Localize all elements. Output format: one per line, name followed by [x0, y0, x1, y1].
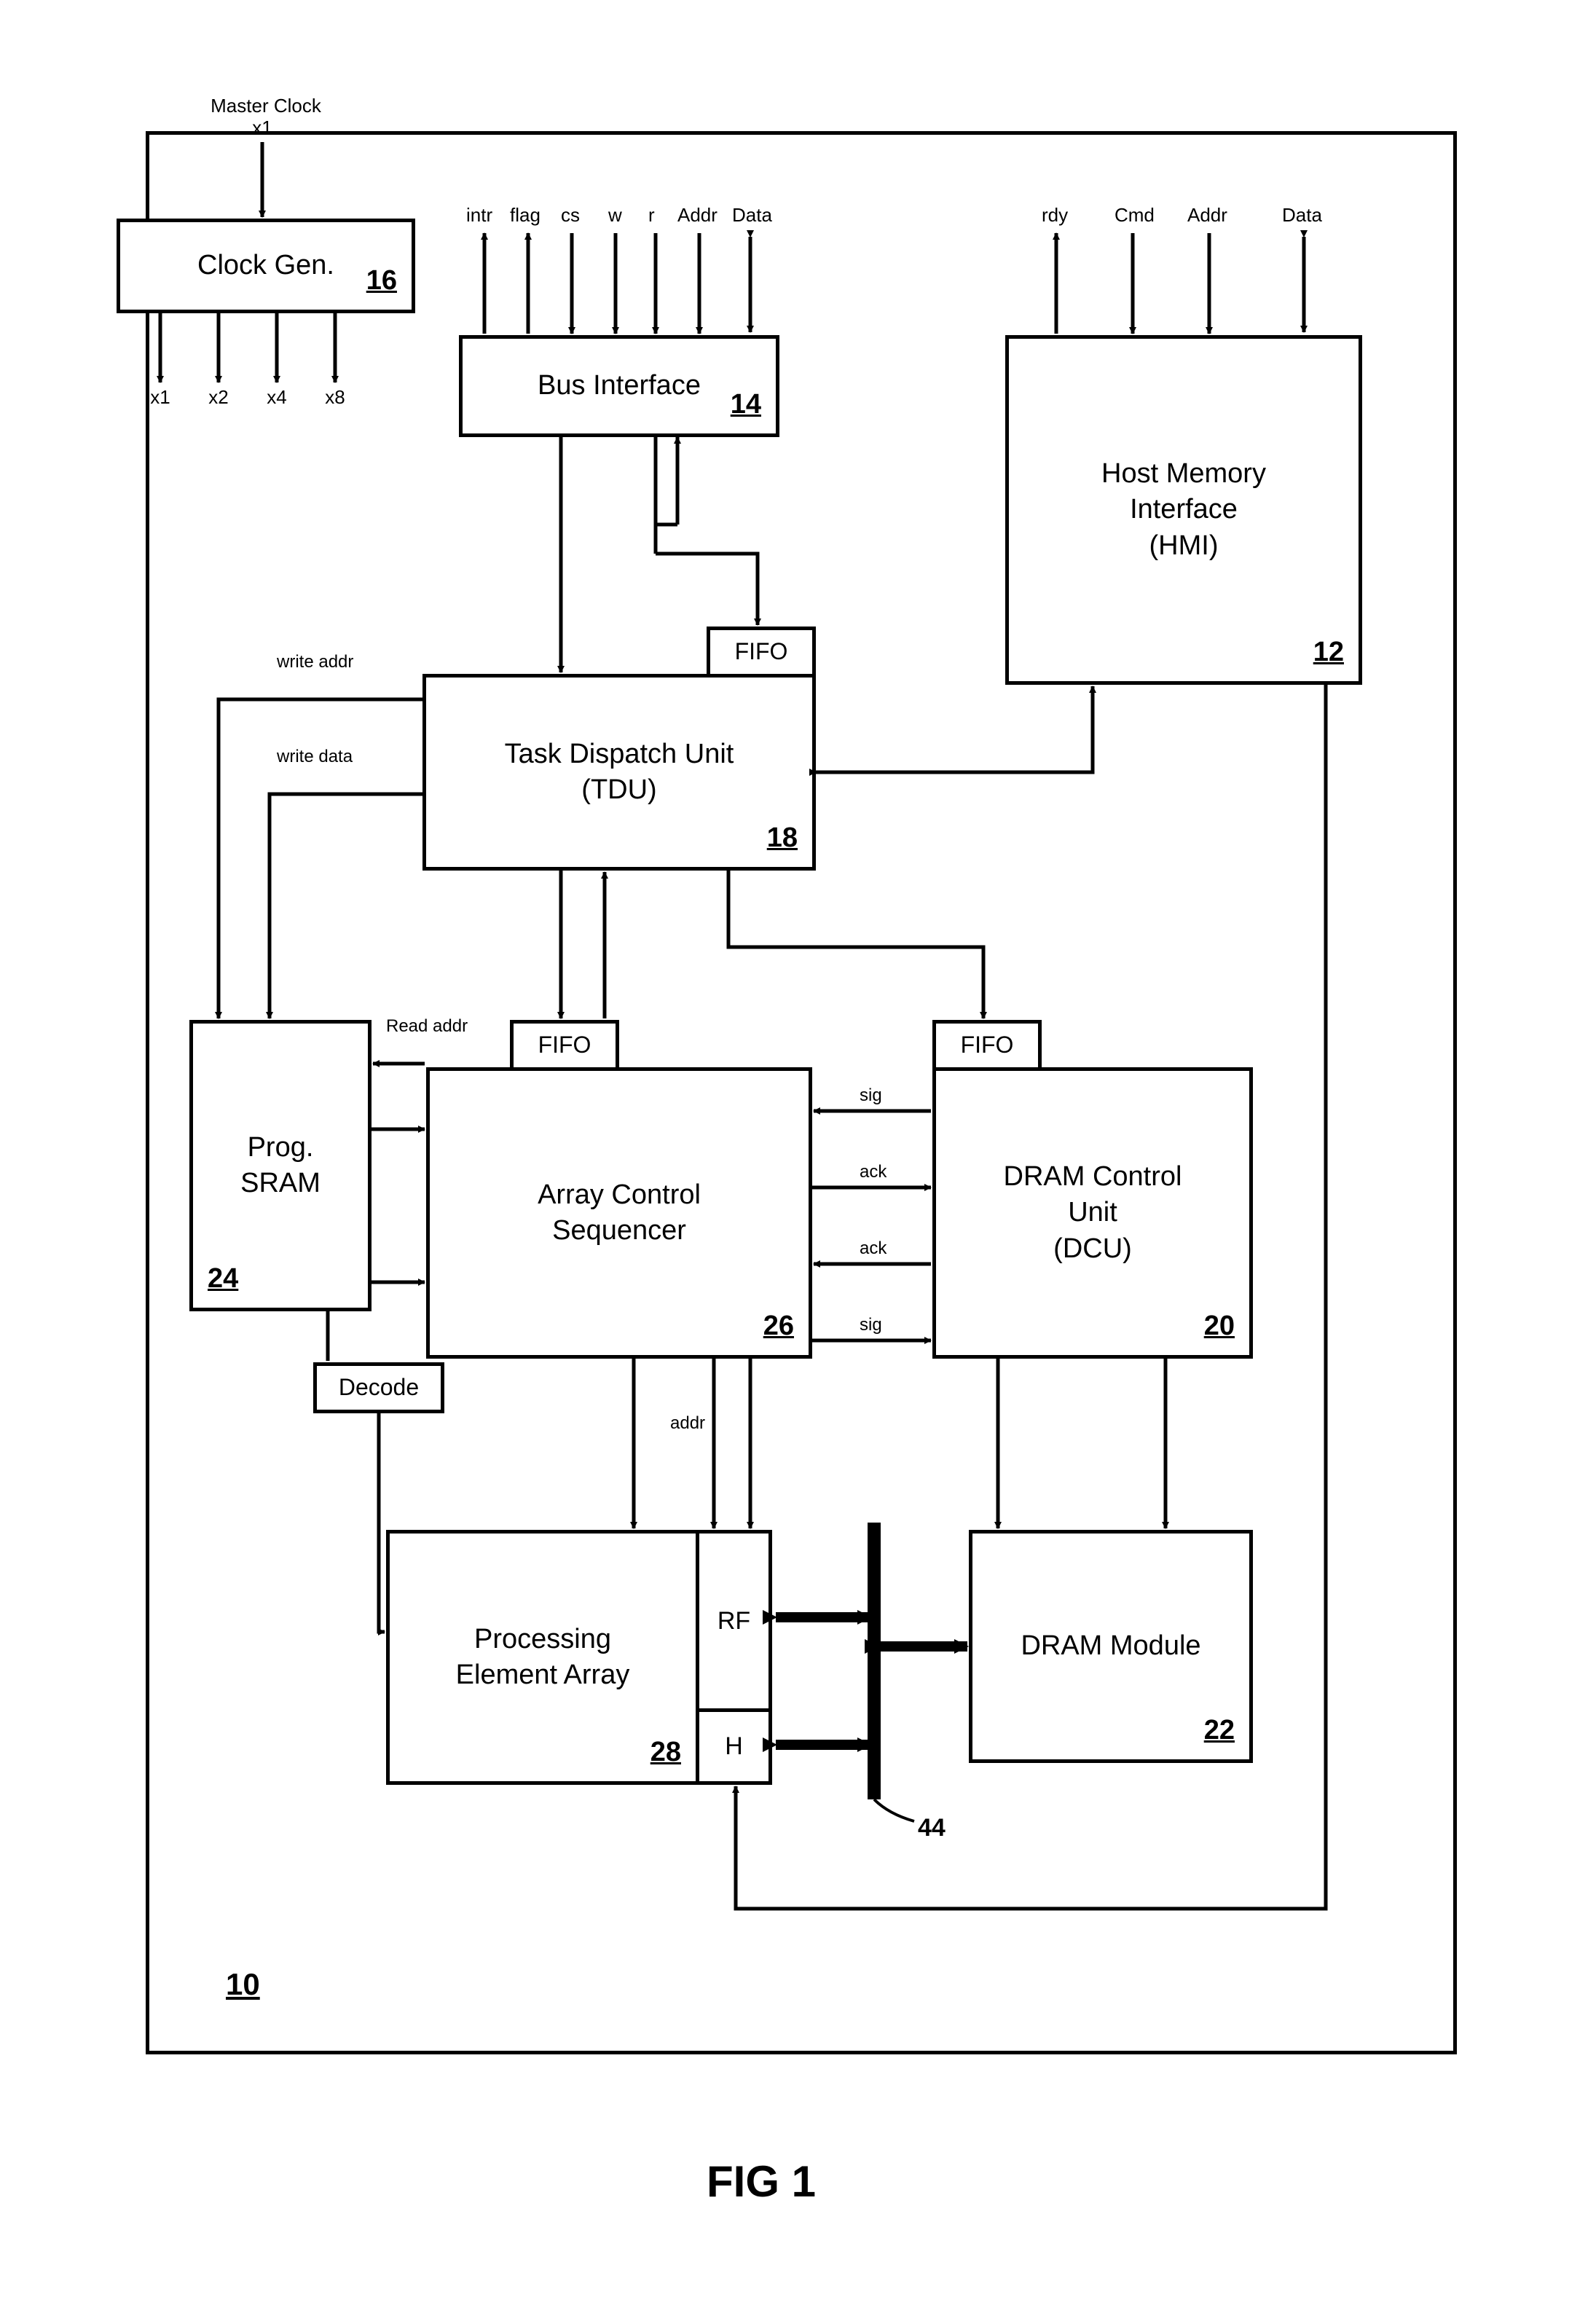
hmi-block: Host Memory Interface (HMI) 12 [1005, 335, 1362, 685]
acs-block: Array Control Sequencer 26 [426, 1067, 812, 1359]
read-addr-label: Read addr [386, 1016, 468, 1037]
clk-out-x4: x4 [262, 386, 291, 409]
acs-dcu-ack1: ack [860, 1162, 887, 1182]
figure-title: FIG 1 [707, 2156, 816, 2207]
page-root: Master Clock x1 Clock Gen. 16 x1 x2 x4 x… [0, 0, 1596, 2313]
pea-block: Processing Element Array 28 [386, 1530, 699, 1785]
tdu-write-addr: write addr [277, 652, 353, 672]
pea-l2: Element Array [456, 1657, 630, 1693]
pea-ref: 28 [650, 1735, 681, 1770]
hmi-ref: 12 [1313, 635, 1344, 670]
bus-sig-addr: Addr [677, 204, 718, 227]
clock-gen-block: Clock Gen. 16 [117, 219, 415, 313]
clock-gen-title: Clock Gen. [197, 248, 334, 283]
prog-sram-l2: SRAM [240, 1166, 321, 1201]
clk-out-x2: x2 [204, 386, 233, 409]
hmi-title-l2: Interface [1130, 492, 1238, 527]
acs-fifo-label: FIFO [538, 1030, 591, 1061]
dcu-fifo-label: FIFO [961, 1030, 1014, 1061]
h-label: H [725, 1730, 743, 1762]
acs-fifo-block: FIFO [510, 1020, 619, 1071]
decode-label: Decode [339, 1373, 419, 1403]
hmi-sig-data: Data [1282, 204, 1322, 227]
acs-dcu-sig1: sig [860, 1085, 882, 1106]
acs-dcu-sig2: sig [860, 1315, 882, 1335]
h-block: H [696, 1708, 772, 1785]
prog-sram-ref: 24 [208, 1261, 238, 1297]
tdu-fifo-label: FIFO [735, 637, 788, 667]
clk-out-x1: x1 [146, 386, 175, 409]
acs-l2: Sequencer [552, 1213, 686, 1249]
bus-interface-block: Bus Interface 14 [459, 335, 779, 437]
tdu-write-data: write data [277, 747, 353, 767]
dram-ref: 22 [1204, 1713, 1235, 1748]
hmi-sig-cmd: Cmd [1115, 204, 1155, 227]
tdu-ref: 18 [767, 820, 798, 856]
hmi-sig-addr: Addr [1187, 204, 1227, 227]
bus-interface-title: Bus Interface [538, 368, 701, 404]
dram-title: DRAM Module [1021, 1628, 1200, 1664]
master-clock-label: Master Clock [208, 95, 324, 117]
ref10-label: 10 [226, 1967, 260, 2002]
hmi-sig-rdy: rdy [1042, 204, 1068, 227]
clk-out-x8: x8 [321, 386, 350, 409]
ref44-label: 44 [918, 1814, 946, 1842]
bus-sig-cs: cs [561, 204, 580, 227]
bus-sig-data: Data [732, 204, 772, 227]
prog-sram-block: Prog. SRAM 24 [189, 1020, 372, 1311]
pea-l1: Processing [474, 1622, 611, 1657]
hmi-title-l1: Host Memory [1101, 456, 1266, 492]
tdu-title-l2: (TDU) [581, 772, 656, 808]
bus-sig-r: r [648, 204, 655, 227]
acs-l1: Array Control [538, 1177, 701, 1213]
bus-interface-ref: 14 [731, 387, 761, 423]
acs-dcu-ack2: ack [860, 1238, 887, 1259]
dcu-l3: (DCU) [1053, 1231, 1132, 1267]
acs-pea-addr: addr [670, 1413, 705, 1434]
dcu-fifo-block: FIFO [932, 1020, 1042, 1071]
dcu-ref: 20 [1204, 1308, 1235, 1344]
rf-block: RF [696, 1530, 772, 1712]
bus-sig-intr: intr [466, 204, 492, 227]
clock-gen-ref: 16 [366, 263, 397, 299]
dram-block: DRAM Module 22 [969, 1530, 1253, 1763]
rf-label: RF [718, 1605, 750, 1637]
tdu-block: Task Dispatch Unit (TDU) 18 [422, 674, 816, 871]
master-clock-sub: x1 [248, 117, 277, 139]
decode-block: Decode [313, 1362, 444, 1413]
acs-ref: 26 [763, 1308, 794, 1344]
prog-sram-l1: Prog. [248, 1130, 314, 1166]
tdu-fifo-block: FIFO [707, 627, 816, 678]
hmi-title-l3: (HMI) [1149, 528, 1219, 564]
bus-sig-flag: flag [510, 204, 540, 227]
dcu-block: DRAM Control Unit (DCU) 20 [932, 1067, 1253, 1359]
dcu-l1: DRAM Control [1004, 1159, 1182, 1195]
tdu-title-l1: Task Dispatch Unit [505, 737, 734, 772]
bus-sig-w: w [608, 204, 622, 227]
dcu-l2: Unit [1068, 1195, 1117, 1230]
